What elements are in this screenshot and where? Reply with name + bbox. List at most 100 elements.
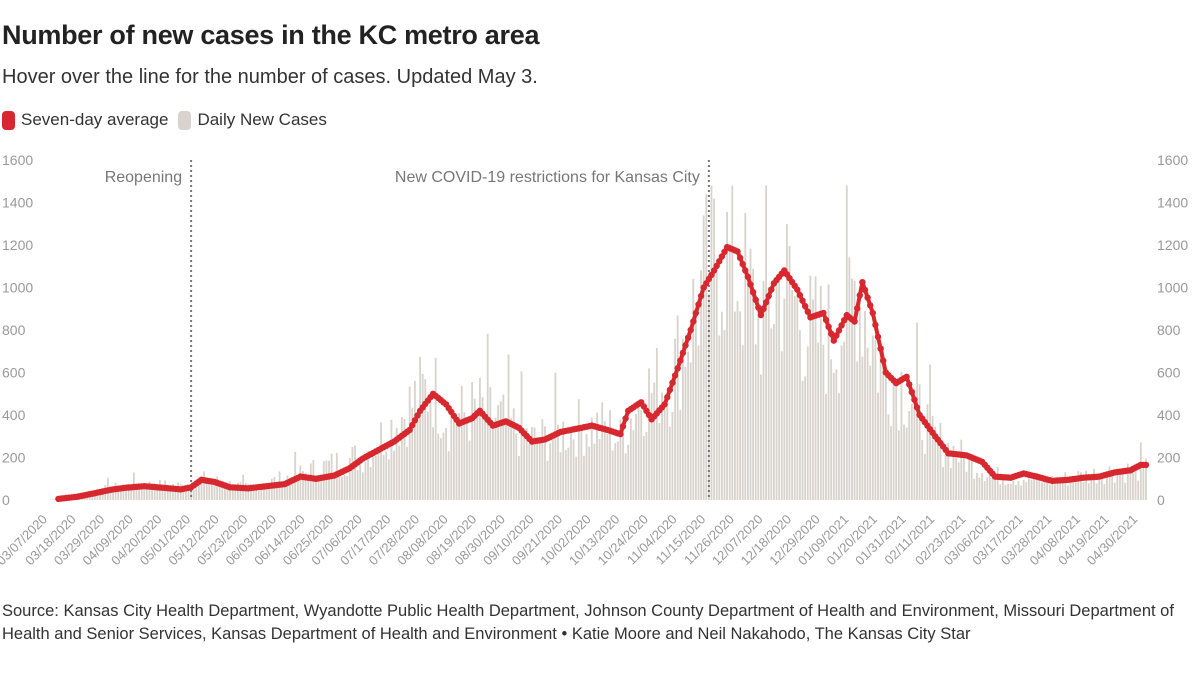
- daily-case-bar: [1061, 479, 1064, 500]
- y-tick-label-right: 600: [1157, 365, 1181, 381]
- daily-case-bar: [1119, 472, 1121, 500]
- daily-case-bar: [523, 431, 526, 500]
- daily-case-bar: [687, 351, 689, 500]
- seven-day-average-point: [838, 322, 845, 329]
- daily-case-bar: [346, 476, 349, 500]
- daily-case-bar: [731, 185, 734, 500]
- daily-case-bar: [939, 422, 942, 500]
- daily-case-bar: [635, 413, 637, 500]
- daily-case-bar: [614, 443, 617, 500]
- daily-case-bar: [265, 487, 268, 500]
- seven-day-average-point: [822, 316, 830, 324]
- daily-case-bar: [203, 471, 206, 500]
- daily-case-bar: [856, 361, 859, 500]
- daily-case-bar: [247, 484, 250, 500]
- seven-day-average-point: [739, 260, 746, 268]
- daily-case-bar: [1111, 475, 1114, 500]
- daily-case-bar: [877, 392, 879, 500]
- daily-case-bar: [468, 440, 471, 500]
- y-tick-label-left: 200: [2, 450, 26, 466]
- daily-case-bar: [1038, 476, 1041, 500]
- daily-case-bar: [692, 278, 695, 500]
- daily-case-bar: [161, 488, 164, 500]
- daily-case-bar: [239, 482, 242, 500]
- daily-case-bar: [1129, 472, 1132, 500]
- daily-case-bar: [778, 274, 781, 500]
- daily-case-bar: [830, 359, 833, 500]
- daily-case-bar: [723, 330, 726, 500]
- daily-case-bar: [299, 465, 302, 500]
- daily-case-bar: [663, 409, 666, 500]
- daily-case-bar: [1126, 463, 1129, 500]
- daily-case-bar: [354, 445, 356, 500]
- daily-case-bar: [531, 427, 533, 500]
- daily-case-bar: [999, 484, 1002, 500]
- daily-case-bar: [585, 434, 588, 500]
- seven-day-average-point: [762, 299, 770, 306]
- y-tick-label-right: 1000: [1157, 280, 1188, 296]
- legend: Seven-day average Daily New Cases: [2, 110, 337, 130]
- daily-case-bar: [520, 371, 523, 500]
- legend-item-seven-day-average[interactable]: Seven-day average: [2, 110, 168, 130]
- daily-case-bar: [910, 403, 913, 500]
- seven-day-average-point: [796, 291, 804, 299]
- chart-title: Number of new cases in the KC metro area: [2, 20, 540, 50]
- daily-case-bar: [494, 417, 497, 500]
- seven-day-average-point: [622, 415, 629, 422]
- daily-case-bar: [851, 278, 853, 500]
- daily-case-bar: [1095, 483, 1098, 500]
- daily-case-bar: [975, 472, 978, 500]
- daily-case-bar: [226, 487, 229, 500]
- source-note: Source: Kansas City Health Department, W…: [2, 602, 1174, 643]
- daily-case-bar: [1080, 472, 1082, 500]
- daily-case-bar: [786, 224, 788, 500]
- daily-case-bar: [1001, 479, 1004, 500]
- daily-case-bar: [1009, 483, 1012, 500]
- daily-case-bar: [213, 482, 216, 500]
- daily-case-bar: [518, 456, 520, 500]
- daily-case-bar: [796, 288, 799, 500]
- seven-day-average-point: [830, 337, 837, 344]
- daily-case-bar: [892, 376, 895, 500]
- daily-case-bar: [921, 439, 924, 500]
- daily-case-bar: [377, 450, 380, 500]
- daily-case-bar: [211, 480, 213, 500]
- y-tick-label-left: 1600: [2, 152, 33, 168]
- daily-case-bar: [757, 299, 760, 500]
- daily-case-bar: [1064, 472, 1067, 500]
- daily-case-bar: [234, 488, 237, 500]
- daily-case-bar: [341, 476, 343, 500]
- seven-day-average-point: [861, 286, 869, 294]
- daily-case-bar: [52, 499, 55, 500]
- daily-case-bar: [1137, 480, 1140, 500]
- daily-case-bar: [1025, 481, 1028, 500]
- x-axis: 03/07/202003/18/202003/29/202004/09/2020…: [0, 511, 1140, 568]
- annotation-label: New COVID-19 restrictions for Kansas Cit…: [395, 169, 700, 186]
- daily-case-bar: [463, 412, 466, 500]
- daily-case-bar: [869, 365, 872, 500]
- daily-case-bar: [145, 489, 148, 500]
- seven-day-average-point: [903, 373, 910, 380]
- daily-case-bar: [289, 477, 291, 500]
- daily-case-bar: [125, 484, 127, 500]
- daily-case-bar: [296, 475, 299, 500]
- daily-case-bar: [127, 488, 130, 500]
- daily-case-bar: [130, 489, 133, 500]
- daily-case-bar: [237, 482, 239, 500]
- seven-day-average-point: [734, 248, 741, 255]
- seven-day-average-point: [804, 308, 811, 315]
- seven-day-average-point: [695, 301, 702, 308]
- daily-case-bar: [903, 424, 905, 500]
- daily-case-bar: [1077, 471, 1080, 500]
- daily-case-bar: [752, 268, 755, 500]
- daily-case-bar: [393, 450, 395, 500]
- y-tick-label-left: 800: [2, 322, 26, 338]
- legend-item-daily-new-cases[interactable]: Daily New Cases: [178, 110, 327, 130]
- y-tick-label-right: 1200: [1157, 237, 1188, 253]
- daily-case-bar: [195, 483, 198, 500]
- seven-day-average-point: [744, 273, 752, 281]
- daily-case-bar: [957, 462, 960, 500]
- cases-chart[interactable]: Reopening New COVID-19 restrictions for K…: [0, 148, 1200, 598]
- daily-case-bar: [923, 454, 926, 500]
- daily-case-bar: [955, 458, 957, 500]
